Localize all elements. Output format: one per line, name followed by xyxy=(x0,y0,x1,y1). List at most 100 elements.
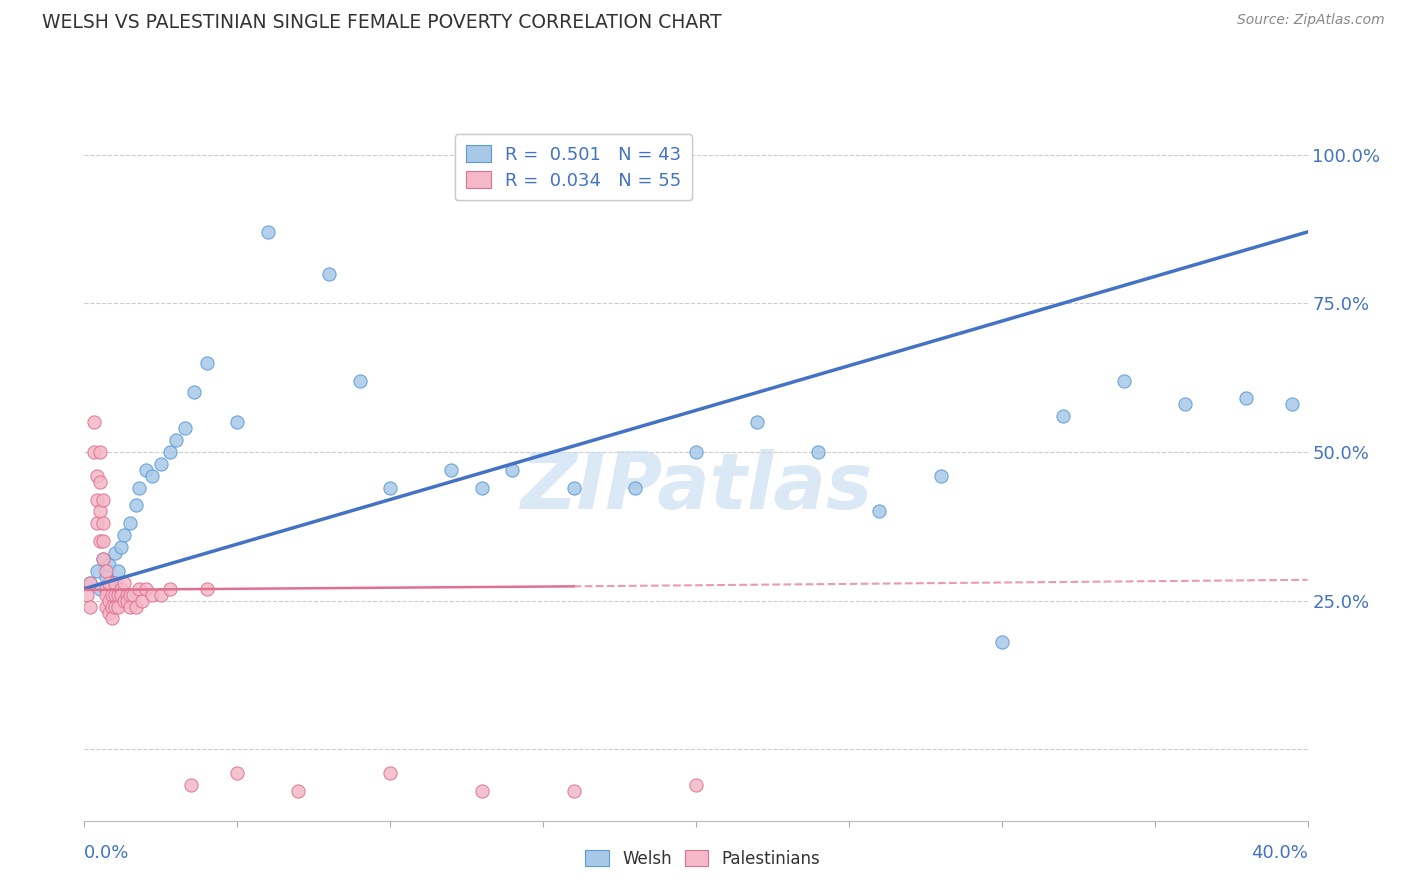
Point xyxy=(122,588,145,602)
Point xyxy=(91,492,114,507)
Point xyxy=(94,588,117,602)
Point xyxy=(257,225,280,239)
Point xyxy=(89,475,111,489)
Point xyxy=(226,415,249,429)
Point xyxy=(125,499,148,513)
Point xyxy=(685,445,707,459)
Point xyxy=(79,575,101,590)
Point xyxy=(380,766,402,780)
Point xyxy=(120,516,142,531)
Point xyxy=(86,564,108,578)
Point xyxy=(97,558,120,572)
Point xyxy=(89,582,111,596)
Point xyxy=(685,778,707,792)
Text: ZIPatlas: ZIPatlas xyxy=(520,449,872,524)
Point xyxy=(562,481,585,495)
Point xyxy=(76,588,98,602)
Point xyxy=(141,468,163,483)
Point xyxy=(149,457,172,471)
Point xyxy=(94,599,117,614)
Point xyxy=(107,588,129,602)
Point xyxy=(125,599,148,614)
Point xyxy=(112,575,135,590)
Point xyxy=(101,575,124,590)
Point xyxy=(79,575,101,590)
Point xyxy=(89,534,111,549)
Point xyxy=(110,540,132,554)
Text: Source: ZipAtlas.com: Source: ZipAtlas.com xyxy=(1237,13,1385,28)
Point xyxy=(159,582,181,596)
Point xyxy=(562,784,585,798)
Point xyxy=(104,599,127,614)
Text: 40.0%: 40.0% xyxy=(1251,845,1308,863)
Point xyxy=(180,778,202,792)
Point xyxy=(1281,397,1303,411)
Point xyxy=(149,588,172,602)
Point xyxy=(91,534,114,549)
Point xyxy=(89,504,111,518)
Legend: Welsh, Palestinians: Welsh, Palestinians xyxy=(579,844,827,875)
Point xyxy=(380,481,402,495)
Point xyxy=(94,582,117,596)
Point xyxy=(1236,392,1258,406)
Text: 0.0%: 0.0% xyxy=(84,845,129,863)
Point xyxy=(226,766,249,780)
Point xyxy=(89,445,111,459)
Point xyxy=(94,564,117,578)
Point xyxy=(135,582,157,596)
Point xyxy=(86,516,108,531)
Point xyxy=(1052,409,1074,424)
Point xyxy=(747,415,769,429)
Point xyxy=(131,593,153,607)
Point xyxy=(624,481,647,495)
Point xyxy=(807,445,830,459)
Point xyxy=(135,463,157,477)
Point xyxy=(104,575,127,590)
Point xyxy=(91,552,114,566)
Point xyxy=(120,588,142,602)
Point xyxy=(869,504,891,518)
Point xyxy=(101,588,124,602)
Point xyxy=(104,546,127,560)
Point xyxy=(83,445,105,459)
Point xyxy=(165,433,187,447)
Point xyxy=(287,784,309,798)
Point xyxy=(86,492,108,507)
Point xyxy=(104,588,127,602)
Point xyxy=(101,611,124,625)
Point xyxy=(110,588,132,602)
Point xyxy=(112,528,135,542)
Point xyxy=(991,635,1014,649)
Point xyxy=(929,468,952,483)
Point xyxy=(120,599,142,614)
Point xyxy=(86,468,108,483)
Point xyxy=(128,582,150,596)
Text: WELSH VS PALESTINIAN SINGLE FEMALE POVERTY CORRELATION CHART: WELSH VS PALESTINIAN SINGLE FEMALE POVER… xyxy=(42,13,721,32)
Point xyxy=(159,445,181,459)
Point xyxy=(440,463,463,477)
Point xyxy=(183,385,205,400)
Point xyxy=(128,481,150,495)
Point xyxy=(502,463,524,477)
Point xyxy=(94,570,117,584)
Point xyxy=(79,599,101,614)
Point xyxy=(97,575,120,590)
Point xyxy=(195,356,218,370)
Point xyxy=(1174,397,1197,411)
Point xyxy=(349,374,371,388)
Point xyxy=(471,784,494,798)
Legend: R =  0.501   N = 43, R =  0.034   N = 55: R = 0.501 N = 43, R = 0.034 N = 55 xyxy=(454,134,693,201)
Point xyxy=(112,593,135,607)
Point xyxy=(174,421,197,435)
Point xyxy=(471,481,494,495)
Point xyxy=(115,593,138,607)
Point xyxy=(101,599,124,614)
Point xyxy=(318,267,340,281)
Point xyxy=(110,582,132,596)
Point xyxy=(141,588,163,602)
Point xyxy=(195,582,218,596)
Point xyxy=(97,593,120,607)
Point xyxy=(1114,374,1136,388)
Point xyxy=(83,415,105,429)
Point xyxy=(115,588,138,602)
